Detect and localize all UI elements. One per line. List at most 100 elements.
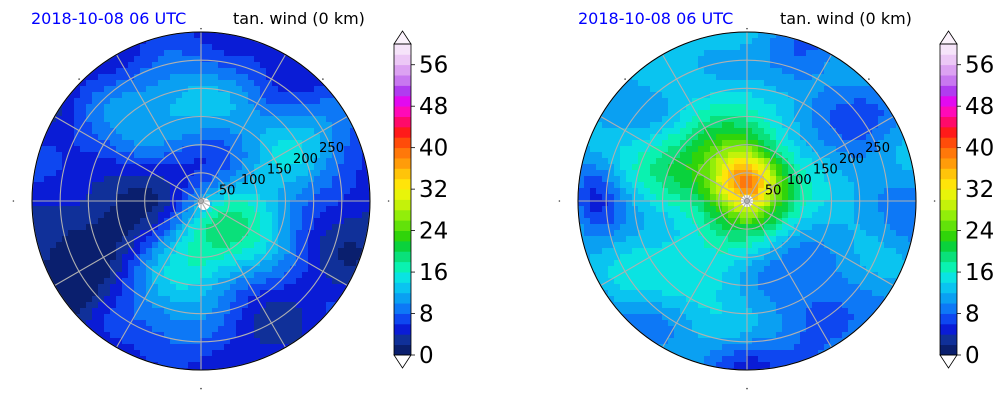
field-cell xyxy=(716,242,723,249)
field-cell xyxy=(314,86,321,93)
field-cell xyxy=(602,164,609,171)
field-cell xyxy=(152,356,159,363)
field-cell xyxy=(194,356,201,363)
field-cell xyxy=(140,350,147,357)
field-cell xyxy=(302,314,309,321)
field-cell xyxy=(692,116,699,123)
field-cell xyxy=(98,278,105,285)
field-cell xyxy=(158,338,165,345)
field-cell xyxy=(296,104,303,111)
field-cell xyxy=(116,62,123,69)
field-cell xyxy=(128,212,135,219)
field-cell xyxy=(710,146,717,153)
field-cell xyxy=(782,218,789,225)
field-cell xyxy=(44,230,51,237)
field-cell xyxy=(68,188,75,195)
field-cell xyxy=(794,62,801,69)
field-cell xyxy=(266,344,273,351)
field-cell xyxy=(248,164,255,171)
field-cell xyxy=(194,158,201,165)
field-cell xyxy=(680,230,687,237)
field-cell xyxy=(308,86,315,93)
field-cell xyxy=(104,194,111,201)
field-cell xyxy=(608,206,615,213)
field-cell xyxy=(170,122,177,129)
field-cell xyxy=(728,104,735,111)
field-cell xyxy=(740,80,747,87)
field-cell xyxy=(80,254,87,261)
field-cell xyxy=(620,110,627,117)
field-cell xyxy=(104,284,111,291)
field-cell xyxy=(278,50,285,57)
field-cell xyxy=(236,356,243,363)
field-cell xyxy=(212,332,219,339)
field-cell xyxy=(752,158,759,165)
field-cell xyxy=(632,248,639,255)
field-cell xyxy=(338,248,345,255)
field-cell xyxy=(236,98,243,105)
field-cell xyxy=(626,206,633,213)
field-cell xyxy=(722,68,729,75)
field-cell xyxy=(758,218,765,225)
field-cell xyxy=(116,230,123,237)
field-cell xyxy=(164,260,171,267)
field-cell xyxy=(266,50,273,57)
field-cell xyxy=(152,152,159,159)
field-cell xyxy=(314,134,321,141)
field-cell xyxy=(224,38,231,45)
field-cell xyxy=(290,182,297,189)
field-cell xyxy=(704,122,711,129)
field-cell xyxy=(728,290,735,297)
field-cell xyxy=(308,140,315,147)
field-cell xyxy=(212,254,219,261)
field-cell xyxy=(830,188,837,195)
field-cell xyxy=(770,260,777,267)
field-cell xyxy=(782,104,789,111)
field-cell xyxy=(794,278,801,285)
field-cell xyxy=(800,266,807,273)
field-cell xyxy=(308,248,315,255)
field-cell xyxy=(218,320,225,327)
field-cell xyxy=(764,128,771,135)
field-cell xyxy=(770,122,777,129)
field-cell xyxy=(104,188,111,195)
field-cell xyxy=(140,296,147,303)
field-cell xyxy=(638,98,645,105)
colorbar-segment xyxy=(394,313,411,325)
field-cell xyxy=(98,266,105,273)
field-cell xyxy=(176,254,183,261)
field-cell xyxy=(884,290,891,297)
field-cell xyxy=(734,248,741,255)
field-cell xyxy=(794,68,801,75)
field-cell xyxy=(278,128,285,135)
field-cell xyxy=(152,284,159,291)
field-cell xyxy=(344,140,351,147)
field-cell xyxy=(728,236,735,243)
field-cell xyxy=(242,44,249,51)
field-cell xyxy=(50,206,57,213)
field-cell xyxy=(284,308,291,315)
field-cell xyxy=(872,242,879,249)
field-cell xyxy=(110,194,117,201)
field-cell xyxy=(734,278,741,285)
field-cell xyxy=(170,44,177,51)
field-cell xyxy=(152,272,159,279)
field-cell xyxy=(86,320,93,327)
field-cell xyxy=(224,206,231,213)
field-cell xyxy=(116,122,123,129)
field-cell xyxy=(272,134,279,141)
field-cell xyxy=(578,224,585,231)
field-cell xyxy=(782,236,789,243)
field-cell xyxy=(890,248,897,255)
field-cell xyxy=(674,206,681,213)
field-cell xyxy=(662,116,669,123)
field-cell xyxy=(674,164,681,171)
field-cell xyxy=(662,188,669,195)
field-cell xyxy=(836,182,843,189)
field-cell xyxy=(272,194,279,201)
field-cell xyxy=(278,86,285,93)
field-cell xyxy=(872,254,879,261)
field-cell xyxy=(752,116,759,123)
field-cell xyxy=(212,92,219,99)
field-cell xyxy=(206,368,213,370)
